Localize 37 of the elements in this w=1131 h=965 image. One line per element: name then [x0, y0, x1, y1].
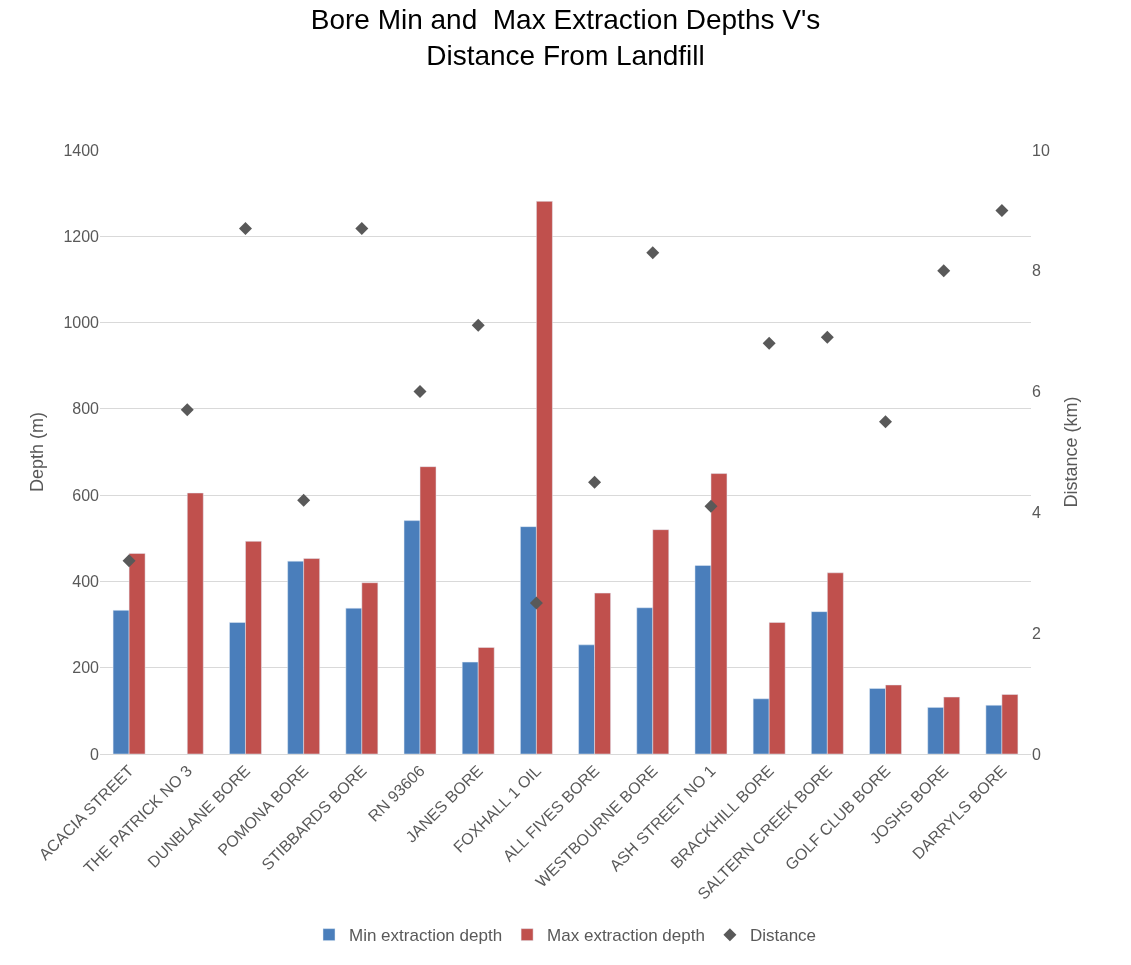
- y-tick-label: 800: [72, 400, 100, 418]
- y-tick-label: 200: [72, 659, 100, 677]
- point: [995, 203, 1009, 217]
- bar: [187, 492, 204, 754]
- y2-tick-label: 8: [1032, 262, 1041, 280]
- y-tick-label: 0: [90, 745, 100, 763]
- point: [588, 475, 602, 489]
- point: [820, 330, 834, 344]
- point: [471, 318, 485, 332]
- y2-tick-label: 0: [1032, 745, 1041, 763]
- point: [646, 246, 660, 260]
- y-tick-label: 600: [72, 486, 100, 504]
- point: [355, 222, 369, 236]
- point: [238, 222, 252, 236]
- point: [413, 385, 427, 399]
- legend-label: Distance: [749, 926, 817, 946]
- y-tick-label: 1400: [63, 141, 100, 159]
- y-tick-label: 1000: [63, 314, 100, 332]
- point: [297, 493, 311, 507]
- y2-tick-label: 10: [1032, 141, 1050, 159]
- point: [122, 554, 136, 568]
- point: [180, 403, 194, 417]
- y2-tick-label: 2: [1032, 624, 1041, 642]
- y2-tick-label: 6: [1032, 383, 1041, 401]
- point: [762, 336, 776, 350]
- y-axis-title: Depth (m): [26, 411, 47, 493]
- point: [879, 415, 893, 429]
- y2-tick-label: 4: [1032, 504, 1041, 521]
- y-tick-label: 1200: [63, 227, 100, 245]
- point: [937, 264, 951, 278]
- point: [529, 596, 543, 610]
- y-tick-label: 400: [72, 573, 100, 591]
- legend-label: Max extraction depth: [547, 926, 705, 946]
- legend-label: Min extraction depth: [349, 926, 503, 946]
- chart-title: Bore Min and Max Extraction Depths V's Distance From Landfill: [310, 3, 821, 72]
- y2-axis-title: Distance (km): [1061, 396, 1081, 508]
- point: [704, 499, 718, 513]
